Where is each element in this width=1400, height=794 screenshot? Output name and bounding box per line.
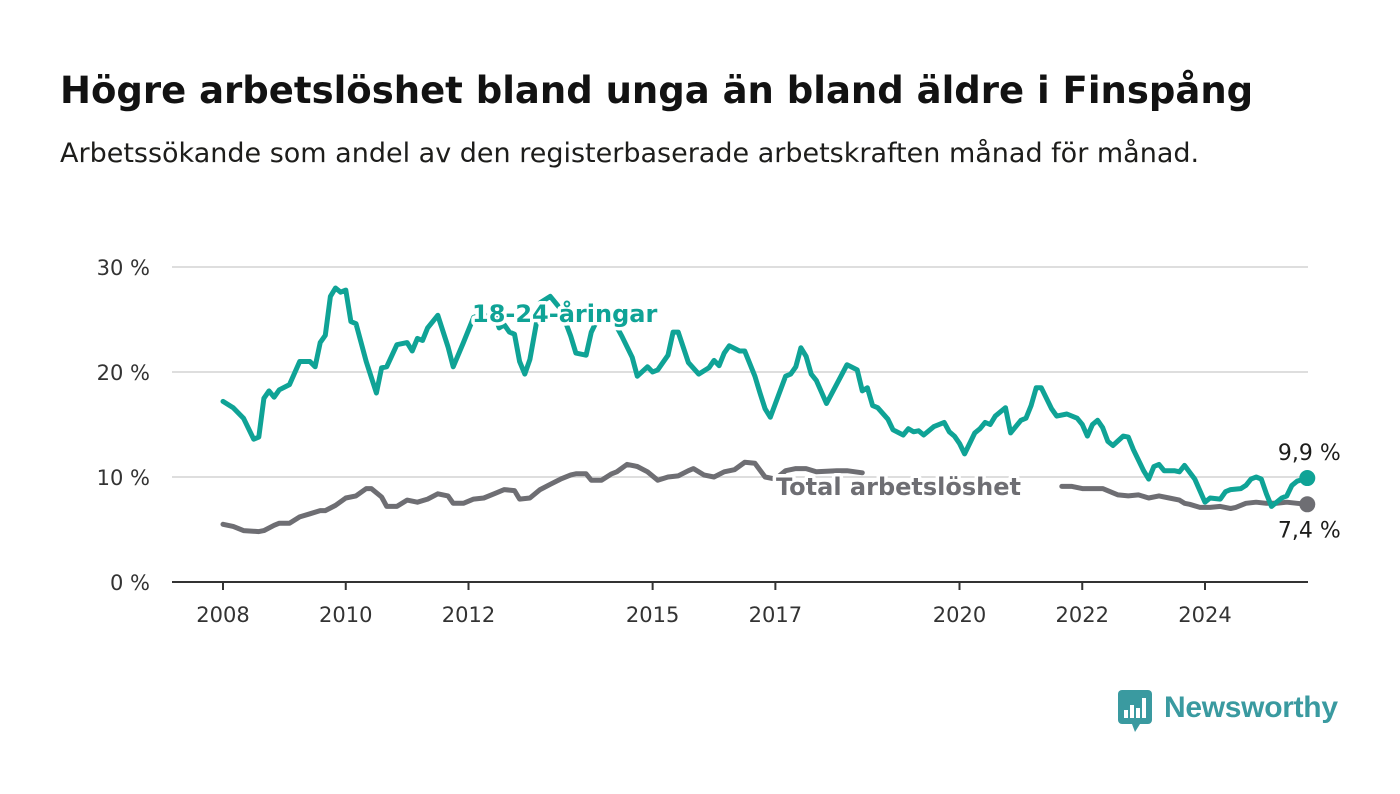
x-tick-label: 2017	[749, 603, 802, 627]
chart-subtitle: Arbetssökande som andel av den registerb…	[60, 138, 1200, 169]
x-tick-label: 2010	[319, 603, 372, 627]
bar-chart-speech-bubble-icon	[1118, 690, 1154, 732]
y-tick-label: 20 %	[97, 361, 150, 385]
x-tick-label: 2008	[196, 603, 249, 627]
series-line-total	[220, 459, 865, 535]
x-tick-label: 2024	[1178, 603, 1231, 627]
x-tick-label: 2012	[442, 603, 495, 627]
line-chart: 0 % 10 % 20 % 30 % 2008 2010 2012 2015 2017 2020…	[97, 256, 1341, 627]
brand-name: Newsworthy	[1164, 691, 1338, 724]
series-label-total: Total arbetslöshet	[776, 473, 1021, 501]
x-tick-label: 2015	[626, 603, 679, 627]
brand-logo: Newsworthy	[1118, 690, 1338, 732]
x-tick-label: 2022	[1056, 603, 1109, 627]
chart-title: Högre arbetslöshet bland unga än bland ä…	[60, 69, 1254, 112]
y-tick-label: 10 %	[97, 466, 150, 490]
end-label-total: 7,4 %	[1278, 518, 1341, 543]
series-line-total-tail	[1059, 483, 1310, 511]
series-label-total-halo: Total arbetslöshet	[776, 473, 1021, 501]
end-point-total	[1299, 496, 1316, 513]
end-point-youth	[1299, 470, 1316, 487]
series-line-youth	[220, 285, 1310, 509]
x-tick-label: 2020	[933, 603, 986, 627]
y-tick-label: 0 %	[110, 571, 150, 595]
end-label-youth: 9,9 %	[1278, 441, 1341, 466]
series-label-youth: 18-24-åringar	[472, 299, 657, 328]
y-tick-label: 30 %	[97, 256, 150, 280]
series-label-youth-halo: 18-24-åringar	[472, 299, 657, 328]
